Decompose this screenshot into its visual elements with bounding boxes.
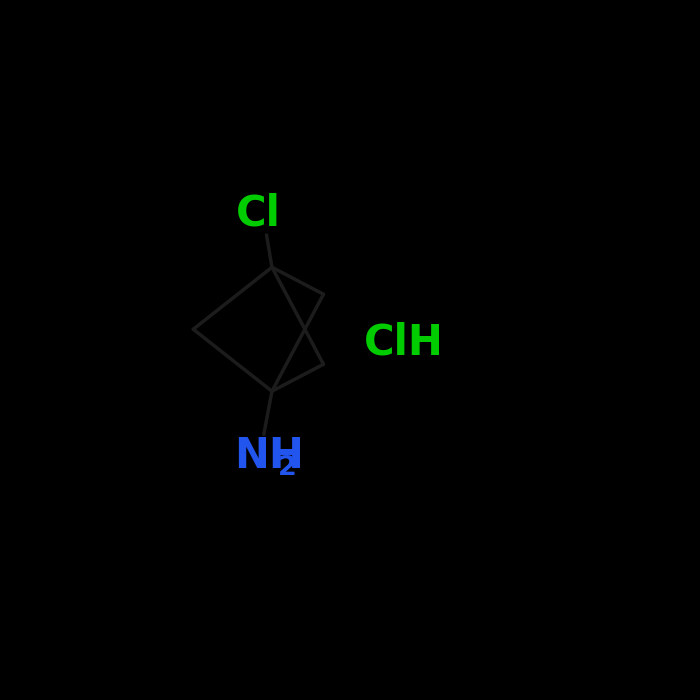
Text: ClH: ClH xyxy=(364,322,444,364)
Text: Cl: Cl xyxy=(236,193,281,235)
Text: NH: NH xyxy=(234,435,304,477)
Text: 2: 2 xyxy=(277,455,296,481)
